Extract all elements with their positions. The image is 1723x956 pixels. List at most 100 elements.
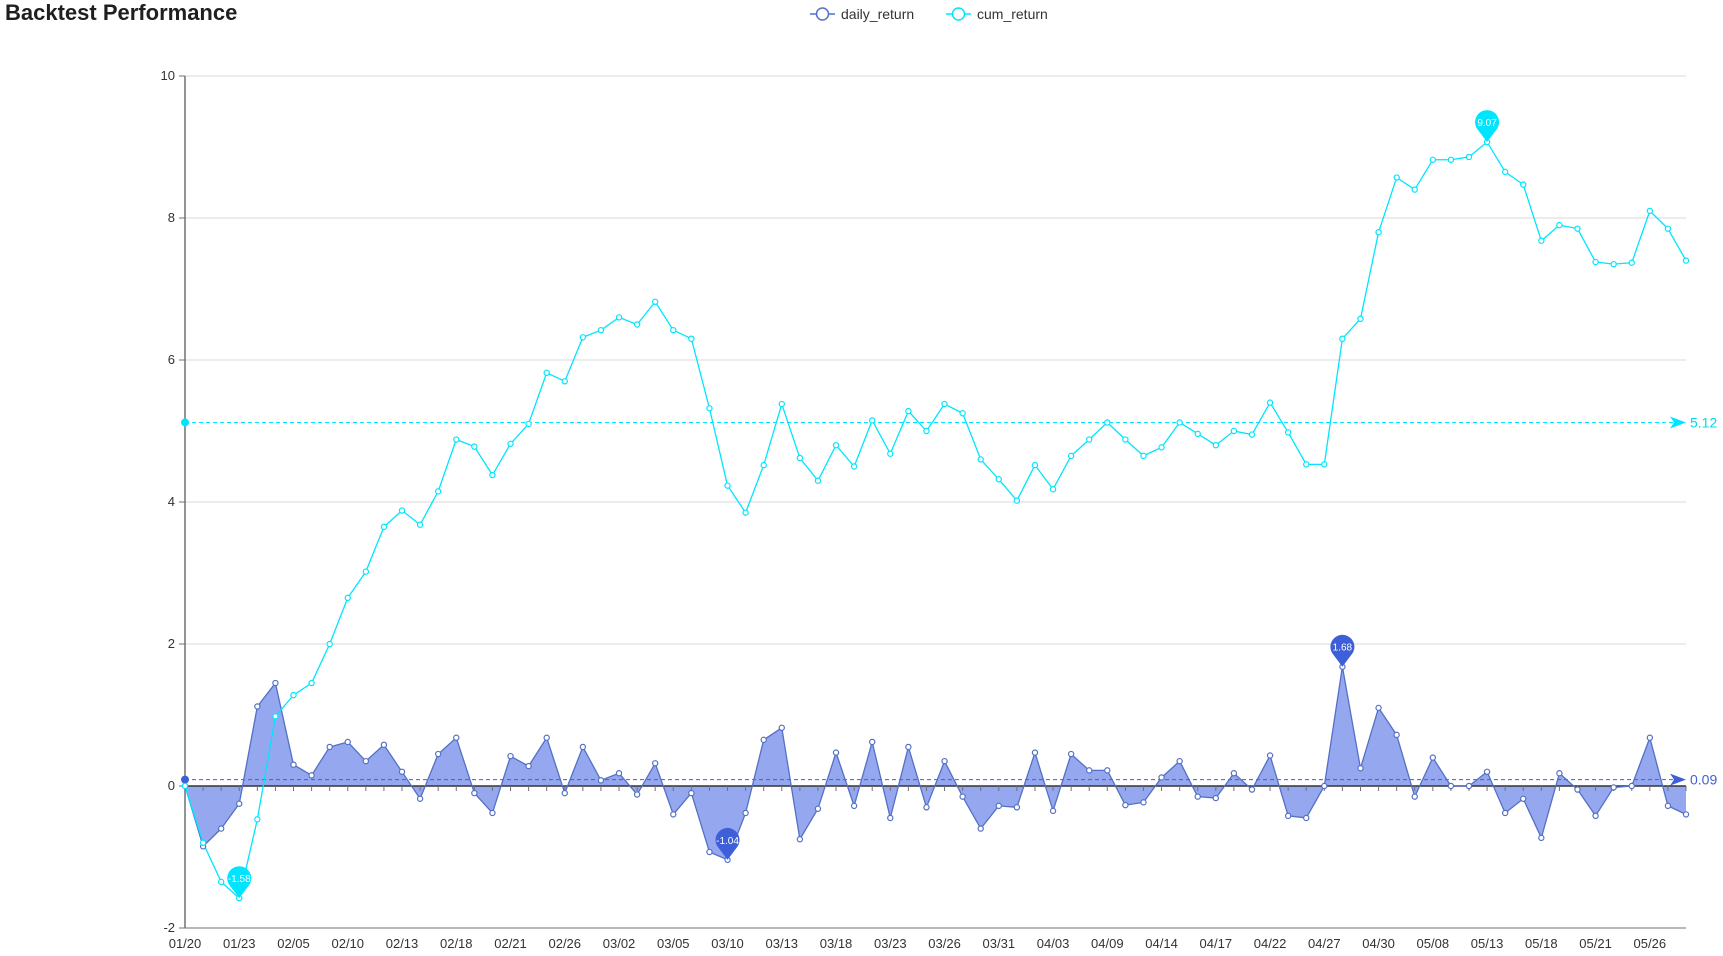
daily-return-point[interactable] [814,805,822,812]
cum-return-point[interactable] [1592,258,1599,266]
daily-return-point[interactable] [1664,802,1672,810]
cum-return-point[interactable] [254,816,261,823]
cum-return-point[interactable] [905,407,912,415]
legend[interactable]: daily_return cum_return [810,6,1048,22]
cum-return-point[interactable] [489,471,496,479]
daily-return-point[interactable] [1158,774,1165,781]
cum-return-point[interactable] [887,450,894,457]
daily-return-point[interactable] [1646,734,1654,741]
cum-return-point[interactable] [1212,442,1220,449]
daily-return-point[interactable] [1429,754,1437,761]
cum-return-point[interactable] [1393,174,1400,181]
daily-return-point[interactable] [453,734,460,741]
cum-return-point[interactable] [1447,156,1455,163]
daily-return-point[interactable] [742,809,749,817]
daily-return-point[interactable] [760,736,767,744]
cum-return-point[interactable] [362,568,370,575]
cum-return-point[interactable] [1122,436,1129,443]
cum-return-point[interactable] [181,782,189,790]
daily-return-point[interactable] [326,743,333,751]
daily-return-point[interactable] [254,703,261,710]
cum-return-point[interactable] [869,417,876,424]
daily-return-point[interactable] [670,811,677,818]
cum-return-point[interactable] [778,400,785,408]
daily-return-point[interactable] [1140,799,1147,806]
cum-return-point[interactable] [706,405,713,412]
cum-return-point[interactable] [724,482,731,489]
cum-return-point[interactable] [1429,156,1437,163]
daily-return-point[interactable] [995,802,1002,810]
cum-return-point[interactable] [1031,461,1039,469]
cum-return-point[interactable] [416,521,424,528]
daily-return-point[interactable] [217,825,225,832]
cum-return-point[interactable] [199,839,207,847]
daily-return-point[interactable] [236,800,243,807]
daily-return-point[interactable] [887,814,894,822]
daily-return-point[interactable] [688,789,695,797]
daily-return-point[interactable] [633,791,641,798]
daily-return-point[interactable] [416,795,424,802]
cum-return-point[interactable] [1248,431,1256,438]
daily-return-point[interactable] [1230,770,1238,777]
cum-return-point[interactable] [507,440,514,447]
daily-return-point[interactable] [832,749,840,756]
daily-return-point[interactable] [507,752,514,760]
daily-return-point[interactable] [651,760,659,767]
daily-return-point[interactable] [1483,768,1491,776]
cum-return-point[interactable] [796,454,804,462]
daily-return-point[interactable] [1086,767,1093,774]
cum-return-point[interactable] [850,463,858,470]
daily-return-point[interactable] [398,768,406,776]
daily-return-point[interactable] [1628,782,1635,790]
daily-return-point[interactable] [850,802,858,810]
cum-return-point[interactable] [561,378,568,385]
cum-return-point[interactable] [1682,257,1690,264]
cum-return-point[interactable] [977,456,984,463]
daily-return-point[interactable] [1501,809,1509,817]
cum-return-point[interactable] [633,321,641,328]
daily-return-point[interactable] [1248,786,1256,793]
daily-return-point[interactable] [1592,812,1599,820]
cum-return-point[interactable] [1230,427,1238,435]
daily-return-point[interactable] [380,741,388,749]
daily-return-point[interactable] [1574,786,1581,793]
daily-return-point[interactable] [1031,749,1039,756]
cum-return-point[interactable] [217,878,225,886]
daily-return-point[interactable] [1321,782,1328,790]
cum-return-point[interactable] [742,509,749,516]
daily-return-point[interactable] [1303,814,1310,822]
legend-item-cum-return[interactable]: cum_return [946,6,1048,22]
daily-return-point[interactable] [1538,834,1545,842]
daily-return-point[interactable] [561,789,568,797]
daily-return-point[interactable] [543,734,550,741]
cum-return-point[interactable] [832,442,840,449]
cum-return-point[interactable] [1140,452,1147,460]
daily-return-point[interactable] [1049,807,1057,815]
daily-return-point[interactable] [1610,784,1617,791]
legend-item-daily-return[interactable]: daily_return [810,6,914,22]
cum-return-point[interactable] [688,335,695,342]
cum-return-point[interactable] [1086,436,1093,443]
cum-return-point[interactable] [1321,461,1328,468]
cum-return-point[interactable] [670,326,677,334]
daily-return-point[interactable] [1212,794,1220,802]
cum-return-point[interactable] [941,400,948,408]
daily-return-point[interactable] [1375,704,1382,712]
cum-return-point[interactable] [1013,497,1021,504]
daily-return-point[interactable] [1447,782,1455,790]
daily-return-point[interactable] [434,750,442,758]
cum-return-point[interactable] [760,461,767,469]
cum-return-point[interactable] [1520,181,1527,188]
cum-return-point[interactable] [525,420,532,428]
cum-return-point[interactable] [1049,486,1057,493]
daily-return-point[interactable] [290,761,297,768]
cum-return-point[interactable] [308,679,315,687]
cum-return-point[interactable] [344,594,351,602]
daily-return-point[interactable] [706,848,713,856]
daily-return-point[interactable] [615,770,623,777]
cum-return-point[interactable] [1194,430,1201,438]
cum-return-point[interactable] [1339,335,1346,342]
cum-return-point[interactable] [923,427,930,435]
cum-return-point[interactable] [326,640,333,648]
daily-return-point[interactable] [1357,765,1364,772]
